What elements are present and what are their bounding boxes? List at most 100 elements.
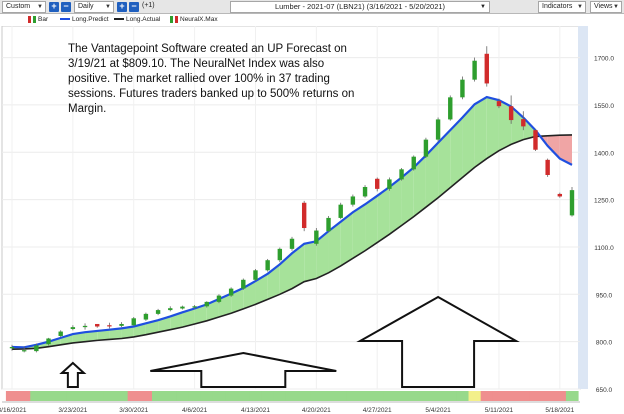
x-tick-label: 3/16/2021 (0, 407, 27, 414)
dropdown-arrow-icon: ▼ (577, 4, 583, 10)
up-candle (387, 179, 392, 189)
y-tick-label: 950.0 (596, 292, 613, 299)
forecast-strip-cell (553, 391, 567, 401)
forecast-strip-cell (249, 391, 263, 401)
bearish-spread-fill (547, 135, 560, 159)
bullish-spread-fill (474, 97, 487, 168)
up-candle (253, 270, 258, 280)
forecast-strip-cell (492, 391, 506, 401)
up-arrow-outline-icon (150, 351, 337, 388)
indicators-label: Indicators (542, 3, 573, 10)
up-candle (338, 204, 343, 218)
down-candle (95, 323, 100, 327)
bullish-spread-fill (389, 177, 402, 235)
bullish-spread-fill (292, 243, 305, 289)
bullish-spread-fill (462, 104, 475, 178)
up-candle (411, 156, 416, 170)
bullish-spread-fill (425, 142, 439, 208)
forecast-strip-cell (200, 391, 214, 401)
bullish-spread-fill (267, 264, 280, 300)
forecast-strip-cell (371, 391, 384, 401)
forecast-strip-cell (285, 391, 299, 401)
bullish-spread-fill (206, 299, 219, 321)
remove-icon[interactable]: − (129, 2, 139, 12)
up-candle (119, 323, 124, 326)
bullish-spread-fill (109, 328, 122, 340)
interval-select[interactable]: Daily ▼ (74, 1, 114, 13)
x-tick-label: 5/18/2021 (545, 407, 574, 414)
up-candle (180, 306, 185, 309)
chart-title: Lumber - 2021-07 (LBN21) (3/16/2021 - 5/… (274, 2, 446, 11)
indicators-select[interactable]: Indicators ▼ (538, 1, 586, 13)
up-candle (314, 230, 319, 244)
up-candle (362, 186, 368, 197)
symbol-select[interactable]: Lumber - 2021-07 (LBN21) (3/16/2021 - 5/… (230, 1, 490, 13)
bullish-spread-fill (498, 100, 512, 151)
forecast-strip-cell (383, 391, 396, 401)
forecast-annotation: The Vantagepoint Software created an UP … (68, 43, 355, 115)
x-tick-label: 5/4/2021 (425, 407, 451, 414)
bullish-spread-fill (450, 117, 463, 188)
views-select[interactable]: Views ▼ (590, 1, 622, 13)
forecast-strip-cell (468, 391, 482, 401)
up-candle (241, 279, 246, 289)
y-tick-label: 800.0 (596, 340, 613, 347)
forecast-strip-cell (139, 391, 153, 401)
forecast-strip-cell (5, 391, 19, 401)
range-select[interactable]: Custom ▼ (2, 1, 46, 13)
forecast-strip-cell (529, 391, 543, 401)
bar-swatch-icon (170, 16, 173, 23)
up-candle (228, 288, 234, 296)
add-icon[interactable]: + (117, 2, 127, 12)
down-candle (521, 119, 526, 127)
forecast-strip-cell (164, 391, 177, 401)
bullish-spread-fill (72, 332, 86, 343)
forecast-strip-cell (18, 391, 31, 401)
forecast-strip-cell (30, 391, 43, 401)
y-tick-label: 1700.0 (594, 56, 614, 63)
forecast-strip-cell (310, 391, 323, 401)
forecast-strip-cell (78, 391, 92, 401)
up-candle (399, 169, 404, 180)
forecast-strip-cell (261, 391, 275, 401)
forecast-strip-cell (298, 391, 311, 401)
price-chart[interactable]: 650.0 800.0 950.0 1100.0 1250.0 1400.0 1550.0 1… (0, 26, 624, 414)
up-arrow-outline-icon (356, 295, 520, 388)
x-tick-label: 5/11/2021 (485, 407, 514, 414)
up-candle (168, 308, 173, 311)
forecast-strip-cell (322, 391, 336, 401)
up-candle (216, 295, 222, 302)
bullish-spread-fill (413, 155, 426, 217)
up-candle (192, 306, 197, 308)
remove-icon[interactable]: − (61, 2, 71, 12)
bullish-spread-fill (60, 334, 73, 345)
add-icon[interactable]: + (49, 2, 59, 12)
bullish-spread-fill (243, 281, 256, 309)
forecast-strip-cell (176, 391, 190, 401)
forecast-strip-cell (66, 391, 80, 401)
down-candle (496, 101, 502, 107)
forecast-strip-cell (444, 391, 457, 401)
x-tick-label: 4/6/2021 (182, 407, 208, 414)
down-candle (557, 193, 563, 197)
up-candle (21, 350, 27, 352)
up-candle (435, 119, 441, 140)
up-candle (46, 338, 51, 345)
up-candle (58, 331, 63, 336)
line-swatch-icon (114, 18, 124, 21)
forecast-strip-cell (42, 391, 56, 401)
forecast-strip-cell (541, 391, 555, 401)
bullish-spread-fill (231, 287, 244, 314)
bullish-spread-fill (194, 304, 207, 324)
long-actual-line (11, 134, 573, 351)
forecast-strip-cell (115, 391, 129, 401)
range-select-value: Custom (6, 3, 31, 10)
bullish-spread-fill (279, 253, 292, 295)
bullish-spread-fill (145, 320, 159, 335)
x-tick-label: 3/30/2021 (119, 407, 148, 414)
legend-long-predict: Long.Predict (60, 16, 109, 23)
legend-bar: Bar (28, 16, 48, 23)
forecast-strip-cell (432, 391, 445, 401)
bullish-spread-fill (170, 312, 183, 330)
forecast-strip-cell (407, 391, 421, 401)
